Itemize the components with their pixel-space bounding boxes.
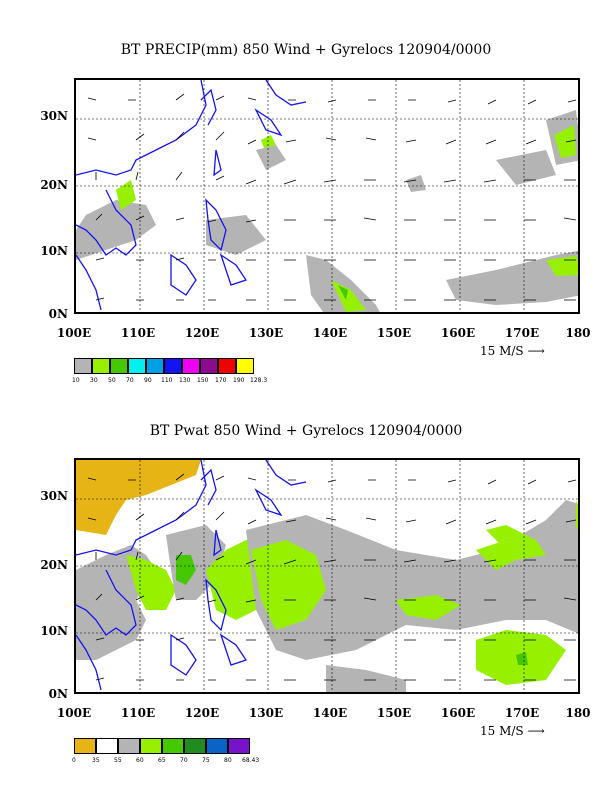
colorbar-swatch: [96, 738, 118, 754]
colorbar-swatch: [92, 358, 110, 374]
colorbar-swatch: [162, 738, 184, 754]
lat-label: 10N: [40, 624, 68, 638]
colorbar-label: 110: [161, 377, 173, 384]
map-title: BT Pwat 850 Wind + Gyrelocs 120904/0000: [149, 423, 463, 439]
colorbar-label: 80: [224, 757, 232, 764]
precip-shading: [76, 110, 578, 312]
colorbar-label: 150: [197, 377, 209, 384]
colorbar-swatch: [184, 738, 206, 754]
colorbar-swatch: [74, 738, 96, 754]
colorbar-swatch: [218, 358, 236, 374]
lon-label: 160E: [440, 326, 476, 340]
grid-lines: [76, 460, 578, 692]
lon-label: 150E: [376, 706, 412, 720]
lon-label: 170E: [504, 706, 540, 720]
colorbar-label: 190: [233, 377, 245, 384]
wind-vectors: [87, 473, 577, 681]
colorbar-swatch: [128, 358, 146, 374]
wind-scale: 15 M/S ⟶: [480, 724, 545, 738]
coastlines: [76, 460, 307, 691]
colorbar-label: 0: [72, 757, 76, 764]
colorbar-label: 130: [179, 377, 191, 384]
lat-label: 10N: [40, 244, 68, 258]
colorbar-swatch: [118, 738, 140, 754]
colorbar-label: 170: [215, 377, 227, 384]
wind-vectors: [87, 93, 577, 301]
colorbar-label: 50: [108, 377, 116, 384]
lat-label: 30N: [40, 109, 68, 123]
colorbar-swatch: [236, 358, 254, 374]
wind-scale-label: 15 M/S: [480, 724, 524, 738]
colorbar-label: 128.3: [250, 377, 268, 384]
colorbar-swatch: [74, 358, 92, 374]
precip-map-canvas: [76, 80, 578, 312]
colorbar-swatch: [206, 738, 228, 754]
lon-label: 180: [565, 706, 591, 720]
colorbar-label: 10: [72, 377, 80, 384]
lon-label: 100E: [56, 326, 92, 340]
lon-label: 170E: [504, 326, 540, 340]
lon-label: 160E: [440, 706, 476, 720]
lon-label: 130E: [248, 706, 284, 720]
precip-colorbar: [74, 358, 254, 374]
lon-label: 140E: [312, 706, 348, 720]
grid-lines: [76, 80, 578, 312]
colorbar-label: 30: [90, 377, 98, 384]
colorbar-label: 68.43: [242, 757, 260, 764]
lat-label: 20N: [40, 178, 68, 192]
colorbar-label: 70: [180, 757, 188, 764]
colorbar-labels: 10 30 50 70 90 110 130 150 170 190 128.3: [72, 377, 274, 387]
colorbar-labels: 0 35 55 60 65 70 75 80 68.43: [72, 757, 274, 767]
lon-label: 120E: [184, 706, 220, 720]
lon-label: 180: [565, 326, 591, 340]
colorbar-label: 75: [202, 757, 210, 764]
colorbar-label: 35: [92, 757, 100, 764]
precip-map: [74, 78, 580, 314]
colorbar-swatch: [228, 738, 250, 754]
wind-scale-arrow-icon: ⟶: [527, 724, 545, 738]
colorbar-label: 90: [144, 377, 152, 384]
lon-label: 110E: [120, 706, 156, 720]
lon-label: 130E: [248, 326, 284, 340]
wind-scale-arrow-icon: ⟶: [527, 344, 545, 358]
map-title: BT PRECIP(mm) 850 Wind + Gyrelocs 120904…: [120, 42, 492, 58]
pwat-shading: [76, 460, 578, 692]
lon-label: 120E: [184, 326, 220, 340]
lon-label: 110E: [120, 326, 156, 340]
colorbar-swatch: [182, 358, 200, 374]
colorbar-swatch: [140, 738, 162, 754]
pwat-colorbar: [74, 738, 250, 754]
pwat-map-canvas: [76, 460, 578, 692]
lat-label: 20N: [40, 558, 68, 572]
wind-scale-label: 15 M/S: [480, 344, 524, 358]
lat-label: 0N: [48, 687, 68, 701]
pwat-map: [74, 458, 580, 694]
colorbar-label: 70: [126, 377, 134, 384]
lat-label: 30N: [40, 489, 68, 503]
lon-label: 150E: [376, 326, 412, 340]
lon-label: 140E: [312, 326, 348, 340]
lat-label: 0N: [48, 307, 68, 321]
colorbar-label: 60: [136, 757, 144, 764]
colorbar-swatch: [164, 358, 182, 374]
wind-scale: 15 M/S ⟶: [480, 344, 545, 358]
colorbar-swatch: [146, 358, 164, 374]
lon-label: 100E: [56, 706, 92, 720]
coastlines: [76, 80, 307, 311]
colorbar-label: 55: [114, 757, 122, 764]
colorbar-label: 65: [158, 757, 166, 764]
colorbar-swatch: [110, 358, 128, 374]
colorbar-swatch: [200, 358, 218, 374]
